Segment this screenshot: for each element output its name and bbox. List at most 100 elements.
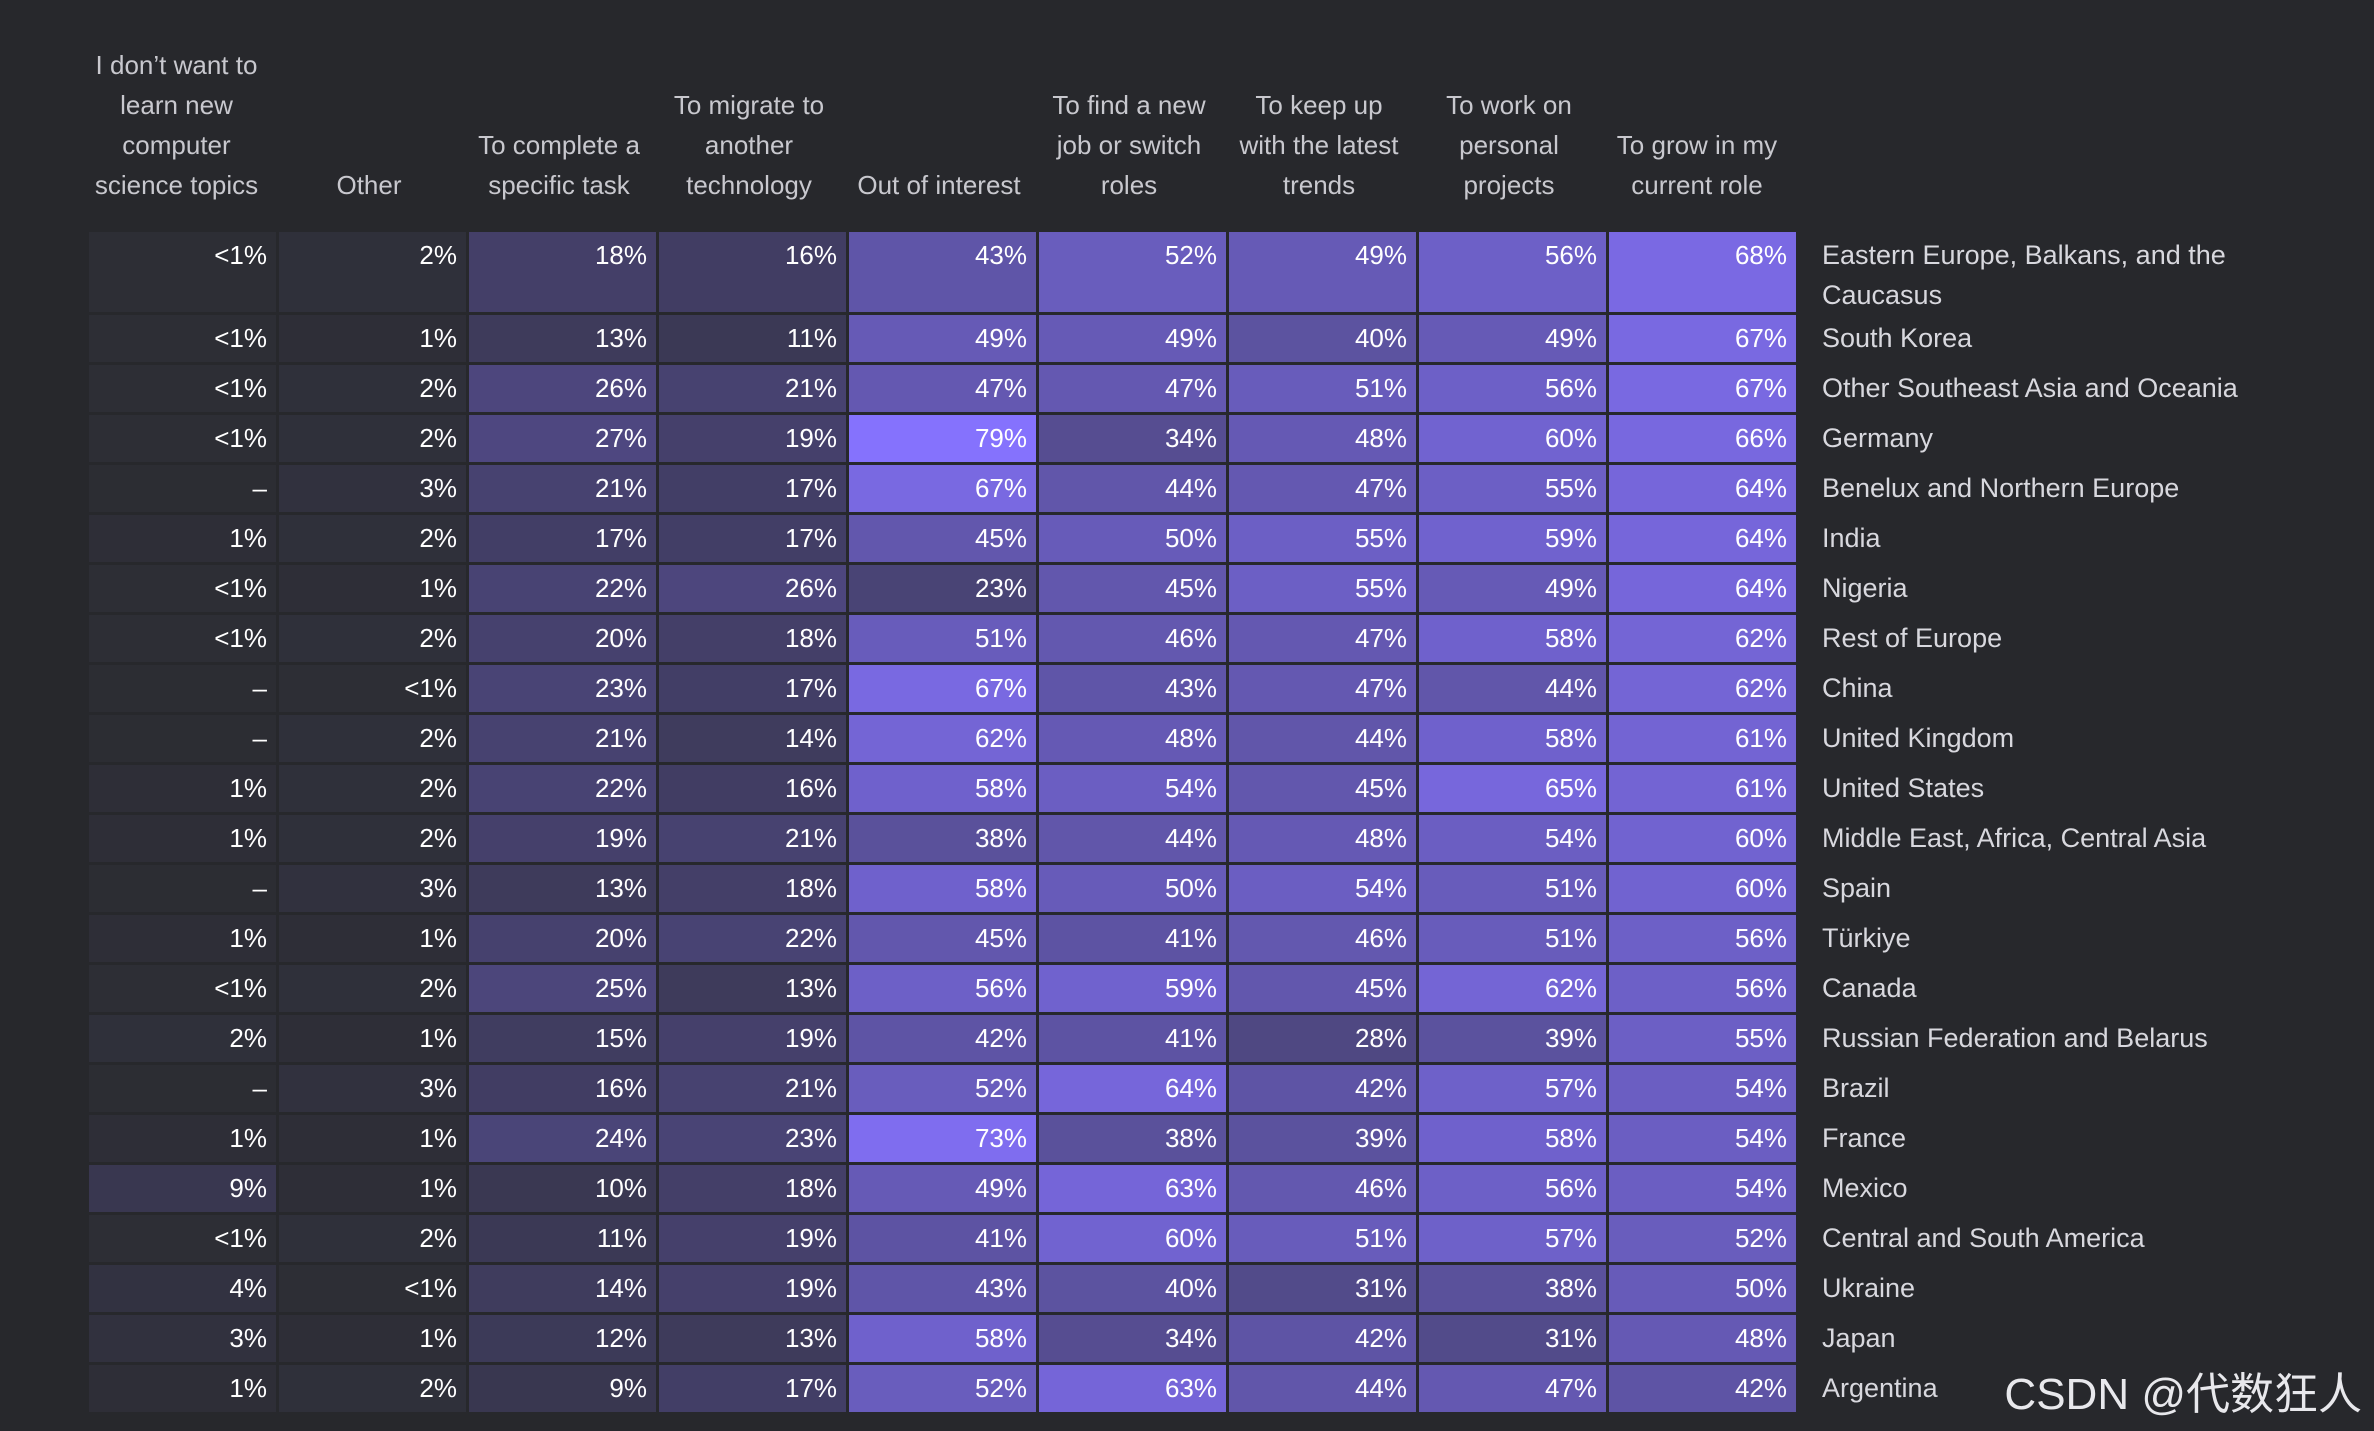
heatmap-cell-value: 56% xyxy=(1544,240,1597,270)
heatmap-cell-value: 56% xyxy=(1734,923,1787,953)
heatmap-cell xyxy=(1609,665,1796,712)
heatmap-cell-value: 38% xyxy=(974,823,1027,853)
heatmap-cell-value: 54% xyxy=(1164,773,1217,803)
heatmap-cell xyxy=(89,1015,276,1062)
heatmap-cell xyxy=(1609,815,1796,862)
heatmap-cell-value: 20% xyxy=(594,623,647,653)
row-label-eastern-europe-balkans-and-the-caucasus: Eastern Europe, Balkans, and the Caucasu… xyxy=(1822,240,2226,310)
heatmap-cell-value: 62% xyxy=(1734,623,1787,653)
heatmap-cell-value: 22% xyxy=(594,773,647,803)
heatmap-cell-value: 26% xyxy=(784,573,837,603)
heatmap-cell-value: 57% xyxy=(1544,1223,1597,1253)
heatmap-cell-value: 59% xyxy=(1544,523,1597,553)
heatmap-cell xyxy=(89,1365,276,1412)
row-label-spain: Spain xyxy=(1822,873,1892,903)
heatmap-cell-value: 27% xyxy=(594,423,647,453)
heatmap-cell-value: 54% xyxy=(1734,1073,1787,1103)
heatmap-cell xyxy=(1419,565,1606,612)
row-label-benelux-and-northern-europe: Benelux and Northern Europe xyxy=(1822,473,2180,503)
heatmap-cell-value: 28% xyxy=(1354,1023,1407,1053)
heatmap-cell xyxy=(279,1115,466,1162)
heatmap-cell xyxy=(1039,615,1226,662)
heatmap-cell xyxy=(1229,315,1416,362)
heatmap-cell-value: 3% xyxy=(419,873,457,903)
heatmap-cell-value: 58% xyxy=(1544,1123,1597,1153)
heatmap-cell xyxy=(1419,665,1606,712)
heatmap-cell xyxy=(1609,765,1796,812)
heatmap-cell-value: 49% xyxy=(1164,323,1217,353)
heatmap-cell-value: 60% xyxy=(1544,423,1597,453)
column-header-to-grow-in-my-current-role: To grow in my current role xyxy=(1616,130,1778,200)
column-header-to-find-a-new-job-or-switch-roles: To find a new job or switch roles xyxy=(1052,90,1206,200)
heatmap-cell-value: 19% xyxy=(784,1223,837,1253)
heatmap-cell xyxy=(1609,965,1796,1012)
heatmap-cell xyxy=(279,665,466,712)
row-label-united-states: United States xyxy=(1822,773,1985,803)
heatmap-cell-value: 68% xyxy=(1734,240,1787,270)
heatmap-cell-value: 21% xyxy=(594,723,647,753)
heatmap-cell xyxy=(279,365,466,412)
heatmap-cell xyxy=(1419,1065,1606,1112)
heatmap-cell-value: 22% xyxy=(784,923,837,953)
heatmap-cell xyxy=(279,1265,466,1312)
heatmap-cell xyxy=(279,715,466,762)
heatmap-cell xyxy=(1419,715,1606,762)
heatmap-cell xyxy=(1039,415,1226,462)
heatmap-cell-value: 52% xyxy=(1734,1223,1787,1253)
heatmap-cell-value: 39% xyxy=(1354,1123,1407,1153)
heatmap-cell-value: 19% xyxy=(594,823,647,853)
heatmap-cell xyxy=(659,865,846,912)
heatmap-cell xyxy=(1039,232,1226,312)
column-header-other: Other xyxy=(336,170,402,200)
heatmap-cell xyxy=(849,232,1036,312)
heatmap-cell-value: 43% xyxy=(974,1273,1027,1303)
row-label-argentina: Argentina xyxy=(1822,1373,1938,1403)
heatmap-cell xyxy=(1609,715,1796,762)
heatmap-cell-value: <1% xyxy=(404,673,457,703)
heatmap-cell-value: 1% xyxy=(229,773,267,803)
heatmap-cell-value: 45% xyxy=(974,523,1027,553)
heatmap-cell xyxy=(849,1315,1036,1362)
row-label-germany: Germany xyxy=(1822,423,1934,453)
heatmap-cell-value: 13% xyxy=(784,973,837,1003)
heatmap-cell xyxy=(469,565,656,612)
heatmap-cell-value: 65% xyxy=(1544,773,1597,803)
heatmap-cell xyxy=(1039,765,1226,812)
row-label-canada: Canada xyxy=(1822,973,1917,1003)
heatmap-cell xyxy=(849,1215,1036,1262)
heatmap-cell xyxy=(1039,1015,1226,1062)
heatmap-cell xyxy=(1419,915,1606,962)
heatmap-cell xyxy=(1039,915,1226,962)
heatmap-cell-value: 26% xyxy=(594,373,647,403)
heatmap-cell xyxy=(1229,1265,1416,1312)
heatmap-cell xyxy=(1039,465,1226,512)
heatmap-cell xyxy=(89,365,276,412)
heatmap-cell xyxy=(469,415,656,462)
heatmap-cell xyxy=(279,615,466,662)
heatmap-cell xyxy=(849,365,1036,412)
heatmap-cell-value: 18% xyxy=(784,1173,837,1203)
heatmap-cell xyxy=(1039,815,1226,862)
heatmap-cell-value: <1% xyxy=(214,573,267,603)
heatmap-cell xyxy=(659,1065,846,1112)
heatmap-cell xyxy=(849,765,1036,812)
heatmap-cell xyxy=(1419,1115,1606,1162)
heatmap-cell-value: 64% xyxy=(1734,573,1787,603)
heatmap-cell xyxy=(1039,315,1226,362)
heatmap-cell-value: 2% xyxy=(419,773,457,803)
heatmap-cell-value: <1% xyxy=(214,373,267,403)
heatmap-cell xyxy=(659,815,846,862)
heatmap-cell-value: 48% xyxy=(1164,723,1217,753)
heatmap-cell-value: 40% xyxy=(1354,323,1407,353)
heatmap-cell xyxy=(1419,465,1606,512)
heatmap-cell-value: <1% xyxy=(214,323,267,353)
heatmap-cell xyxy=(1419,1215,1606,1262)
heatmap-cell xyxy=(1039,665,1226,712)
heatmap-cell-value: 23% xyxy=(974,573,1027,603)
heatmap-cell-value: 58% xyxy=(1544,723,1597,753)
heatmap-cell xyxy=(659,965,846,1012)
heatmap-cell-value: 51% xyxy=(1544,873,1597,903)
heatmap-cell xyxy=(659,665,846,712)
heatmap-cell xyxy=(659,365,846,412)
